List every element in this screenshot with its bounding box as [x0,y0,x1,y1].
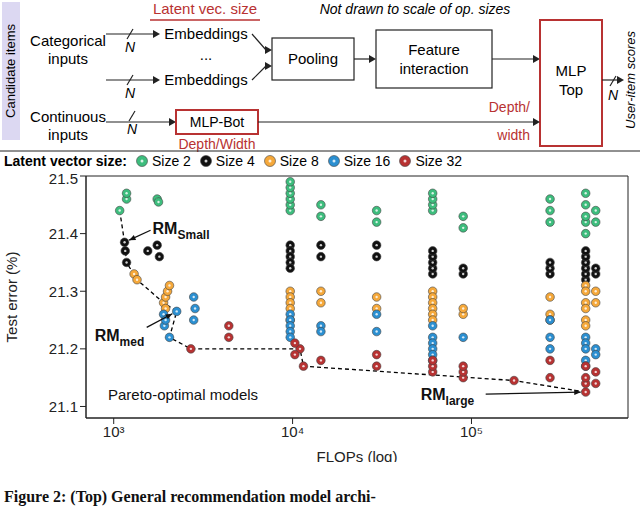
svg-text:N: N [125,85,136,101]
svg-text:Not drawn to scale of op. size: Not drawn to scale of op. sizes [320,1,511,17]
svg-text:21.4: 21.4 [49,225,78,242]
svg-text:Embeddings: Embeddings [164,25,247,42]
html-text:Size 2: Size 2 [151,153,191,169]
svg-text:RMmed: RMmed [95,327,145,349]
svg-text:inputs: inputs [48,50,88,67]
svg-text:...: ... [200,46,213,63]
svg-text:Pooling: Pooling [288,50,338,67]
svg-text:10⁵: 10⁵ [460,423,483,440]
svg-text:MLP-Bot: MLP-Bot [190,114,245,130]
svg-text:21.2: 21.2 [49,340,78,357]
svg-text:21.3: 21.3 [49,283,78,300]
svg-text:RMSmall: RMSmall [153,220,210,242]
svg-text:interaction: interaction [399,60,468,77]
svg-text:width: width [496,127,530,143]
svg-text:User-item scores: User-item scores [623,31,632,130]
html-text:Latent vector size:: Latent vector size: [4,153,127,169]
html-text:Size 16: Size 16 [343,153,391,169]
svg-text:N: N [127,121,138,137]
svg-text:Feature: Feature [408,41,460,58]
svg-text:21.1: 21.1 [49,398,78,415]
html-text:Figure 2: (Top) General recomm: Figure 2: (Top) General recommendation m… [4,488,376,505]
svg-text:MLP: MLP [556,62,587,79]
svg-text:Embeddings: Embeddings [164,71,247,88]
svg-text:Continuous: Continuous [30,108,106,125]
svg-text:Latent vec. size: Latent vec. size [153,0,257,17]
svg-text:Candidate items: Candidate items [8,24,18,118]
html-text:Size 4: Size 4 [215,153,255,169]
svg-text:Depth/: Depth/ [489,99,530,115]
svg-text:Test error (%): Test error (%) [8,252,20,343]
svg-text:inputs: inputs [48,126,88,143]
html-text:Size 8: Size 8 [279,153,319,169]
svg-text:10³: 10³ [103,423,125,440]
svg-text:21.5: 21.5 [49,170,78,187]
html-text:Size 32: Size 32 [415,153,463,169]
svg-text:10⁴: 10⁴ [281,423,304,440]
svg-text:N: N [608,87,619,103]
svg-text:Top: Top [559,81,583,98]
svg-text:Depth/Width: Depth/Width [178,136,255,152]
svg-text:Pareto-optimal models: Pareto-optimal models [108,386,258,403]
svg-text:N: N [125,39,136,55]
svg-text:RMlarge: RMlarge [421,386,475,408]
svg-text:Categorical: Categorical [30,32,106,49]
svg-text:FLOPs (log): FLOPs (log) [317,448,398,462]
